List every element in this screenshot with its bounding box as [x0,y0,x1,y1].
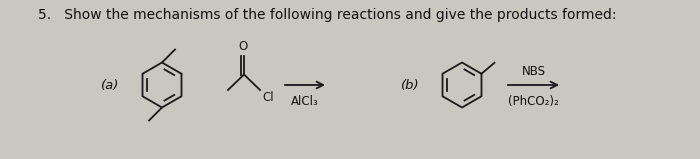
Text: Cl: Cl [262,91,274,104]
Text: (b): (b) [400,79,419,91]
Text: NBS: NBS [522,65,545,78]
Text: 5.   Show the mechanisms of the following reactions and give the products formed: 5. Show the mechanisms of the following … [38,8,617,22]
Text: AlCl₃: AlCl₃ [291,95,319,108]
Text: (PhCO₂)₂: (PhCO₂)₂ [508,95,559,108]
Text: O: O [238,40,247,53]
Text: (a): (a) [101,79,119,91]
